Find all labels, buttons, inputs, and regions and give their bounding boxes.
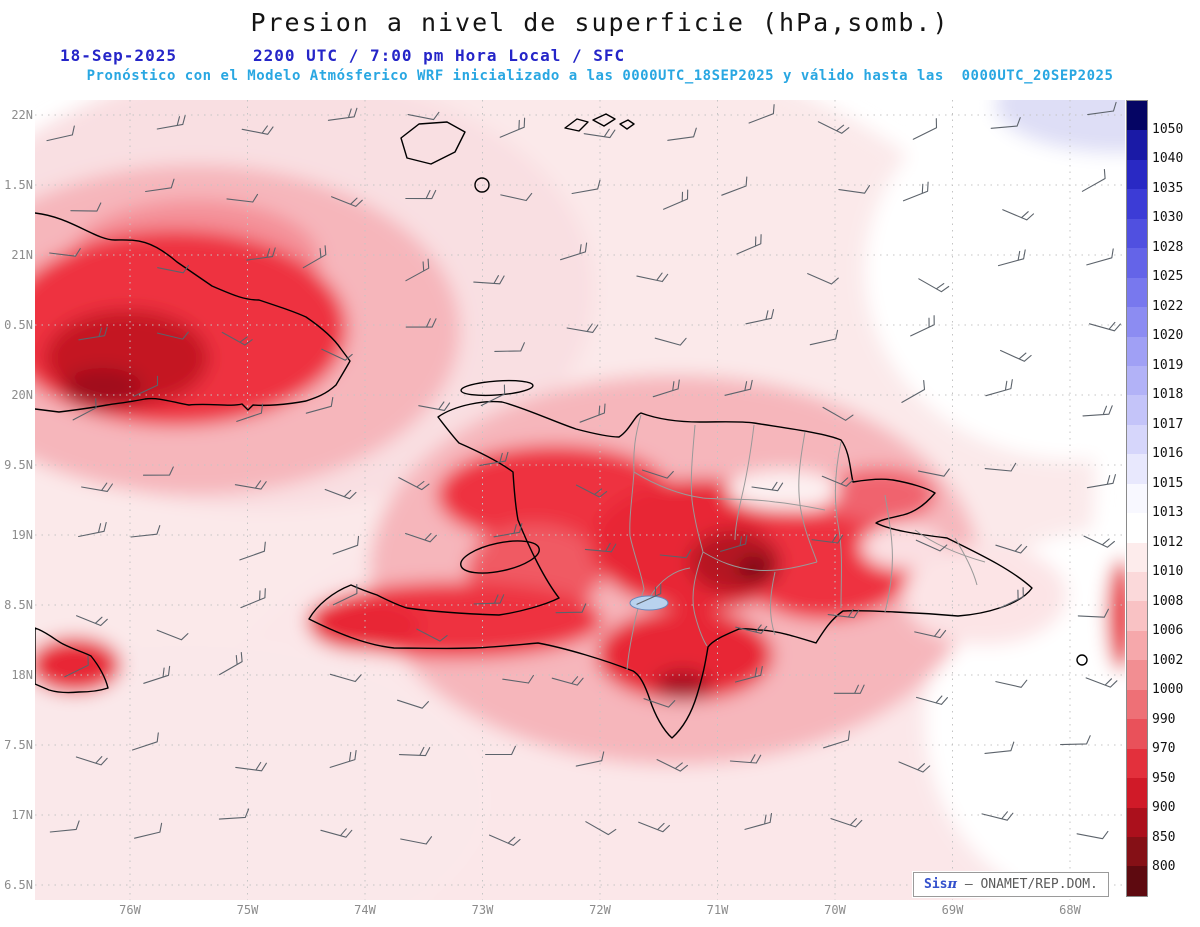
- lon-tick-label: 70W: [824, 903, 846, 917]
- lat-tick-label: 20N: [11, 388, 33, 402]
- lat-tick-label: 22N: [11, 108, 33, 122]
- islands-caicos: [564, 113, 635, 132]
- colorbar-label: 1015: [1152, 475, 1184, 491]
- colorbar-cell: [1127, 189, 1147, 219]
- province-borders: [626, 414, 986, 671]
- colorbar-cell: [1127, 630, 1147, 661]
- lat-tick-label: 8.5N: [4, 598, 33, 612]
- colorbar-cell: [1127, 424, 1147, 455]
- page-title: Presion a nivel de superficie (hPa,somb.…: [250, 8, 950, 37]
- colorbar-cell: [1127, 307, 1147, 337]
- lon-tick-label: 72W: [589, 903, 611, 917]
- credit-brand: Sis: [924, 877, 948, 892]
- colorbar-cell: [1127, 277, 1147, 308]
- lat-tick-label: 6.5N: [4, 878, 33, 892]
- colorbar-label: 1008: [1152, 593, 1184, 609]
- colorbar-label: 800: [1152, 859, 1176, 875]
- colorbar-label: 950: [1152, 770, 1176, 786]
- colorbar-label: 970: [1152, 741, 1176, 757]
- wind-barbs: [46, 101, 1121, 846]
- credit-badge: Sisπ – ONAMET/REP.DOM.: [913, 872, 1109, 897]
- colorbar-label: 1025: [1152, 269, 1184, 285]
- colorbar-label: 1018: [1152, 387, 1184, 403]
- lon-tick-label: 74W: [354, 903, 376, 917]
- colorbar: [1126, 100, 1148, 897]
- colorbar-label: 1000: [1152, 682, 1184, 698]
- colorbar-label: 1020: [1152, 328, 1184, 344]
- pressure-field: [35, 100, 1125, 900]
- colorbar-label: 900: [1152, 800, 1176, 816]
- colorbar-label: 1040: [1152, 151, 1184, 167]
- lat-tick-label: 0.5N: [4, 318, 33, 332]
- colorbar-cell: [1127, 866, 1147, 896]
- lon-tick-label: 73W: [471, 903, 494, 917]
- colorbar-cell: [1127, 807, 1147, 837]
- island-great-inagua: [400, 121, 466, 165]
- colorbar-cell: [1127, 689, 1147, 720]
- lon-tick-label: 75W: [236, 903, 259, 917]
- colorbar-cell: [1127, 513, 1147, 543]
- credit-pi-icon: π: [947, 877, 957, 892]
- lat-tick-label: 21N: [11, 248, 33, 262]
- island-tortuga: [460, 379, 534, 397]
- pressure-map: [35, 100, 1125, 900]
- colorbar-cell: [1127, 601, 1147, 631]
- colorbar-cell: [1127, 336, 1147, 366]
- coastline-jamaica: [35, 627, 109, 694]
- colorbar-cell: [1127, 572, 1147, 602]
- colorbar-cell: [1127, 218, 1147, 249]
- colorbar-label: 1002: [1152, 652, 1184, 668]
- colorbar-cell: [1127, 101, 1147, 131]
- colorbar-cell: [1127, 542, 1147, 572]
- colorbar-label: 1050: [1152, 121, 1184, 137]
- colorbar-label: 1010: [1152, 564, 1184, 580]
- colorbar-label: 1006: [1152, 623, 1184, 639]
- lon-tick-label: 76W: [119, 903, 141, 917]
- credit-org: – ONAMET/REP.DOM.: [957, 877, 1098, 892]
- lon-tick-label: 69W: [941, 903, 964, 917]
- colorbar-cell: [1127, 159, 1147, 190]
- lat-tick-label: 17N: [11, 808, 33, 822]
- coastline-hispaniola: [308, 400, 1033, 739]
- colorbar-label: 1028: [1152, 239, 1184, 255]
- colorbar-label: 1016: [1152, 446, 1184, 462]
- island-little-inagua: [474, 177, 490, 193]
- colorbar-cell: [1127, 248, 1147, 278]
- colorbar-cell: [1127, 483, 1147, 514]
- lat-tick-label: 1.5N: [4, 178, 33, 192]
- colorbar-label: 1017: [1152, 416, 1184, 432]
- colorbar-label: 1030: [1152, 210, 1184, 226]
- lat-tick-label: 19N: [11, 528, 33, 542]
- island-mona: [1076, 654, 1088, 666]
- colorbar-cell: [1127, 836, 1147, 867]
- colorbar-cell: [1127, 778, 1147, 808]
- lake-enriquillo: [629, 595, 669, 611]
- colorbar-cell: [1127, 365, 1147, 396]
- colorbar-label: 850: [1152, 829, 1176, 845]
- colorbar-label: 1022: [1152, 298, 1184, 314]
- colorbar-cell: [1127, 454, 1147, 484]
- colorbar-cell: [1127, 395, 1147, 425]
- forecast-date: 18-Sep-2025: [60, 46, 177, 65]
- colorbar-label: 1035: [1152, 180, 1184, 196]
- colorbar-cell: [1127, 130, 1147, 160]
- lat-tick-label: 9.5N: [4, 458, 33, 472]
- colorbar-label: 1019: [1152, 357, 1184, 373]
- colorbar-label: 1012: [1152, 534, 1184, 550]
- forecast-description: Pronóstico con el Modelo Atmósferico WRF…: [86, 68, 1114, 84]
- colorbar-label: 990: [1152, 711, 1176, 727]
- colorbar-cell: [1127, 660, 1147, 690]
- colorbar-label: 1013: [1152, 505, 1184, 521]
- coastlines: [35, 113, 1088, 739]
- colorbar-cell: [1127, 748, 1147, 779]
- lat-tick-label: 18N: [11, 668, 33, 682]
- island-gonave: [460, 540, 540, 574]
- lat-tick-label: 7.5N: [4, 738, 33, 752]
- lon-tick-label: 68W: [1059, 903, 1081, 917]
- coastline-cuba: [35, 212, 351, 413]
- colorbar-cell: [1127, 719, 1147, 749]
- lon-tick-label: 71W: [706, 903, 729, 917]
- forecast-time: 2200 UTC / 7:00 pm Hora Local / SFC: [253, 46, 626, 65]
